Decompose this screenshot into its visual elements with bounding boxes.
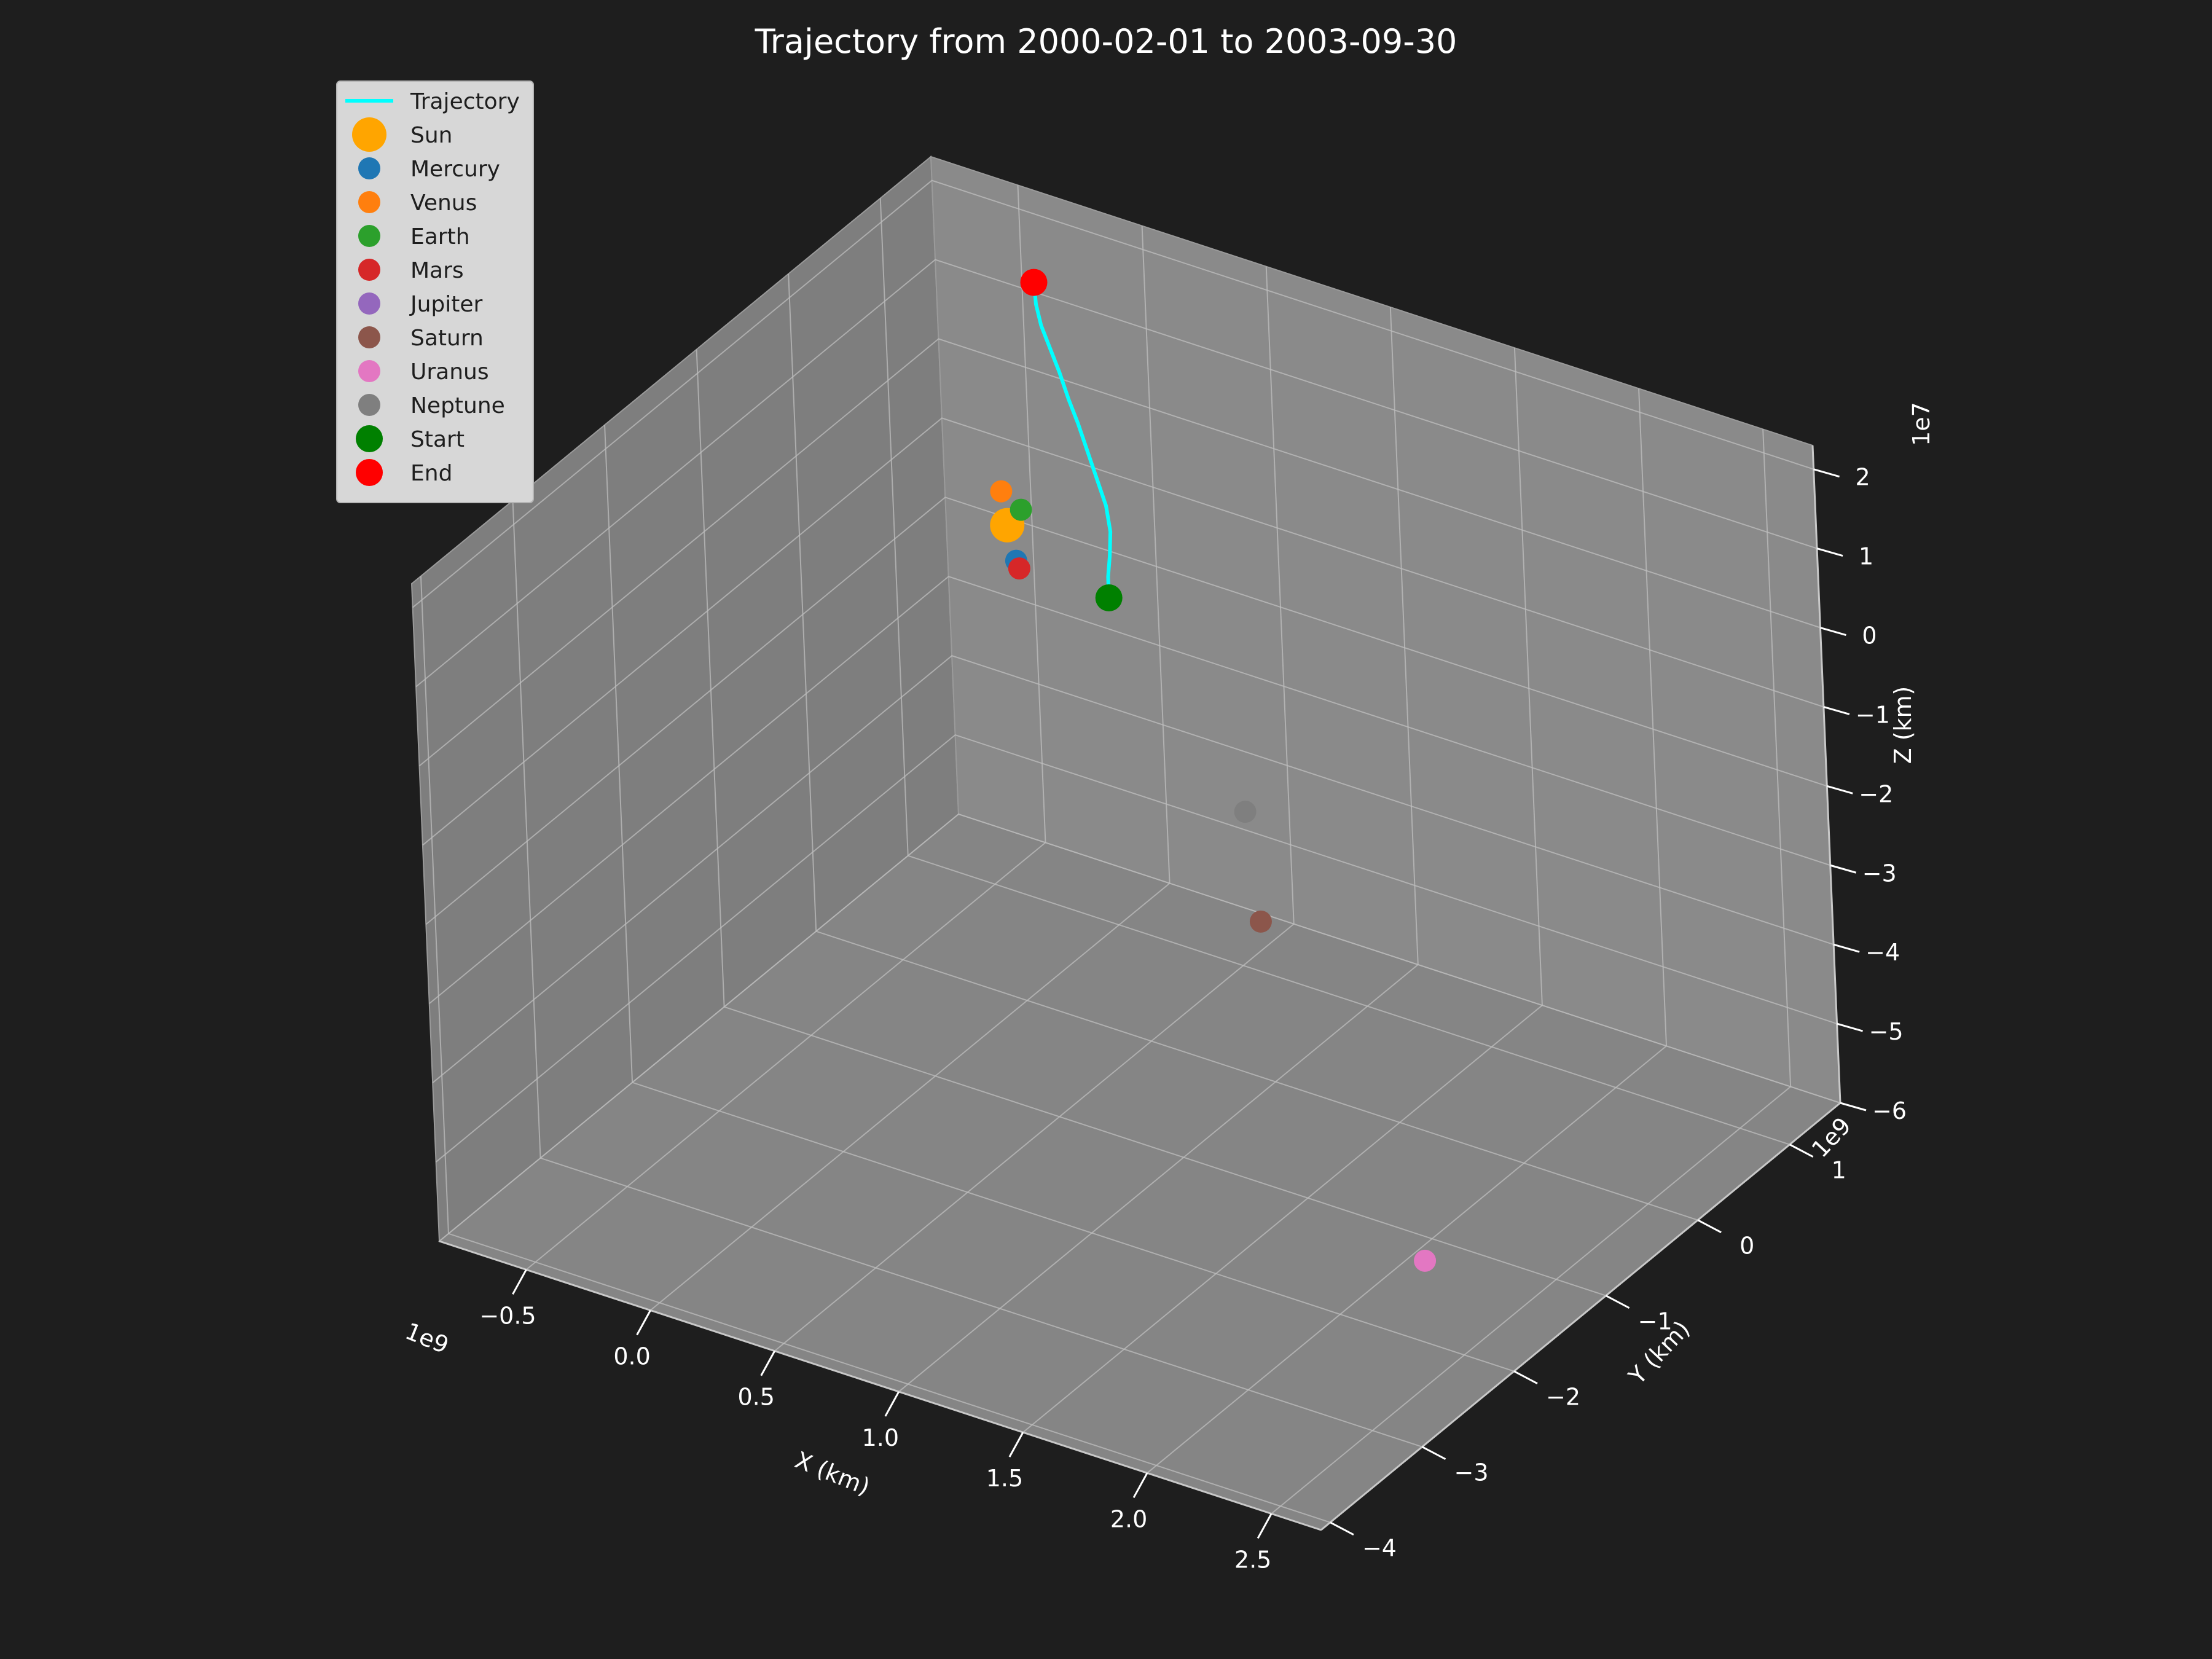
legend-label-mercury: Mercury <box>410 157 500 182</box>
z-axis-line <box>1811 445 1841 1104</box>
grid-line-z <box>429 576 1831 1005</box>
marker-end <box>1020 269 1048 296</box>
grid-line-z <box>439 813 1841 1242</box>
z-tick-label: 2 <box>1856 464 1870 491</box>
z-tick-label: −4 <box>1865 939 1900 966</box>
x-tick-mark <box>1132 1472 1148 1499</box>
z-tick-mark <box>1833 943 1860 953</box>
axis-lines-and-ticks: −0.5 0.0 0.5 1.0 1.5 2.0 2.5 1 0 −1 −2 −3 −4 2 1 0 −1 −2 −… <box>439 445 1907 1574</box>
y-tick-mark <box>1330 1521 1354 1536</box>
marker-start <box>1095 584 1123 611</box>
z-tick-mark <box>1840 1102 1867 1112</box>
y-axis-line <box>1320 1102 1841 1531</box>
legend-marker-mercury <box>358 157 380 179</box>
z-tick-mark <box>1837 1022 1863 1032</box>
legend-marker-earth <box>358 225 380 247</box>
z-tick-label: −5 <box>1869 1018 1904 1045</box>
y-tick-label: −3 <box>1454 1459 1488 1486</box>
x-axis-line <box>439 1240 1322 1531</box>
x-tick-mark <box>512 1269 527 1295</box>
marker-earth <box>1010 498 1032 521</box>
z-tick-mark <box>1826 785 1853 794</box>
legend-box <box>336 80 534 503</box>
legend-label-uranus: Uranus <box>410 359 489 385</box>
x-tick-label: 2.0 <box>1110 1505 1147 1532</box>
plot-content <box>990 269 1437 1272</box>
legend-label-neptune: Neptune <box>410 393 505 418</box>
x-tick-mark <box>1008 1432 1024 1457</box>
marker-saturn <box>1249 910 1272 933</box>
legend-label-trajectory: Trajectory <box>410 89 520 114</box>
z-tick-mark <box>1823 705 1850 715</box>
z-tick-mark <box>1816 547 1843 557</box>
axes-grid <box>412 179 1841 1523</box>
legend-label-earth: Earth <box>410 224 470 249</box>
z-axis-offset-text: 1e7 <box>1908 402 1935 446</box>
legend-marker-neptune <box>358 394 380 416</box>
grid-line-z <box>412 179 1814 608</box>
grid-line-z <box>425 496 1827 925</box>
grid-line-z <box>432 655 1834 1083</box>
x-tick-mark <box>636 1309 651 1336</box>
z-tick-mark <box>1813 468 1840 478</box>
grid-line-z <box>422 417 1824 846</box>
y-tick-mark <box>1789 1143 1814 1158</box>
grid-line-z <box>435 734 1837 1163</box>
z-axis-label: Z (km) <box>1889 686 1916 764</box>
z-tick-label: −2 <box>1859 780 1893 807</box>
x-tick-mark <box>884 1391 900 1417</box>
legend-label-mars: Mars <box>410 258 464 283</box>
z-tick-label: −1 <box>1856 701 1890 728</box>
x-tick-label: 0.5 <box>737 1384 774 1411</box>
y-tick-label: −4 <box>1362 1535 1397 1562</box>
y-tick-mark <box>1421 1446 1446 1461</box>
legend-label-sun: Sun <box>410 123 452 148</box>
z-tick-label: 1 <box>1859 543 1873 570</box>
z-tick-mark <box>1820 627 1846 636</box>
z-tick-label: 0 <box>1862 622 1877 649</box>
y-tick-mark <box>1605 1295 1630 1309</box>
legend-label-saturn: Saturn <box>410 326 484 351</box>
grid-line-z <box>415 259 1818 688</box>
marker-neptune <box>1234 801 1257 823</box>
x-tick-mark <box>760 1351 776 1376</box>
legend-marker-start <box>356 425 383 452</box>
y-tick-label: −2 <box>1546 1384 1580 1411</box>
chart-title: Trajectory from 2000-02-01 to 2003-09-30 <box>755 22 1457 61</box>
legend-marker-saturn <box>358 326 380 348</box>
x-tick-label: 2.5 <box>1234 1547 1271 1574</box>
y-tick-label: −1 <box>1638 1308 1673 1335</box>
legend-marker-uranus <box>358 360 380 382</box>
trajectory-line <box>1032 280 1113 600</box>
legend-marker-end <box>356 459 383 486</box>
z-tick-label: −3 <box>1862 860 1897 887</box>
legend-label-start: Start <box>410 427 465 452</box>
y-tick-mark <box>1513 1370 1538 1385</box>
grid-line-z <box>418 338 1821 767</box>
x-tick-label: 1.5 <box>986 1465 1023 1492</box>
z-tick-mark <box>1830 864 1857 874</box>
legend-marker-venus <box>358 191 380 213</box>
legend: Trajectory Sun Mercury Venus Earth Mars Jupite… <box>336 80 534 503</box>
legend-label-jupiter: Jupiter <box>409 292 483 317</box>
z-tick-label: −6 <box>1872 1097 1907 1124</box>
x-tick-label: −0.5 <box>479 1302 536 1329</box>
x-tick-label: 1.0 <box>862 1424 899 1451</box>
legend-marker-sun <box>352 117 386 152</box>
legend-marker-mars <box>358 259 380 281</box>
marker-venus <box>990 480 1013 503</box>
x-tick-mark <box>1257 1513 1273 1539</box>
y-tick-label: 1 <box>1832 1157 1846 1184</box>
x-tick-label: 0.0 <box>613 1343 650 1370</box>
legend-marker-jupiter <box>358 292 380 315</box>
legend-label-end: End <box>410 461 452 486</box>
y-tick-mark <box>1697 1219 1722 1233</box>
marker-uranus <box>1414 1249 1437 1272</box>
axes-panes <box>410 155 1842 1531</box>
legend-label-venus: Venus <box>410 190 477 216</box>
marker-mars <box>1008 557 1030 580</box>
y-tick-label: 0 <box>1739 1233 1754 1260</box>
